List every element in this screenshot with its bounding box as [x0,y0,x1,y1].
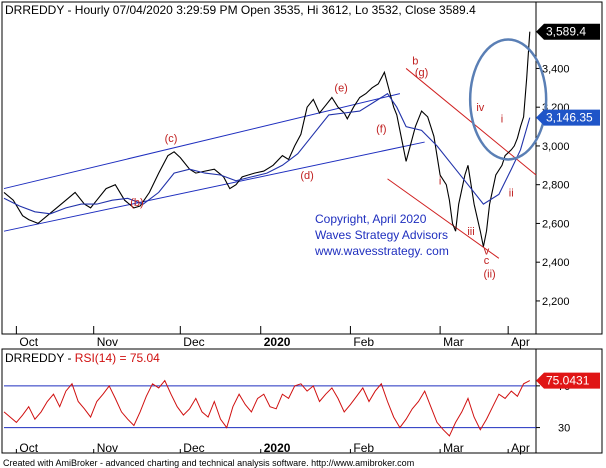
copyright-annotation: www.wavesstrategy. com [314,244,449,258]
wave-label: iii [467,226,474,238]
footer-credit: Created with AmiBroker - advanced charti… [3,458,414,468]
wave-label: (d) [300,170,313,182]
y-tick-label: 3,400 [542,63,570,75]
x-tick-label: Apr [511,335,530,349]
rsi-x-tick-label: Dec [183,441,204,455]
y-tick-label: 2,800 [542,180,570,192]
copyright-annotation: Copyright, April 2020 [315,212,427,226]
price-panel-title: DRREDDY - Hourly 07/04/2020 3:29:59 PM O… [5,3,476,17]
y-tick-label: 2,600 [542,218,570,230]
wave-label: v [484,245,490,257]
x-tick-label: Feb [353,335,374,349]
x-tick-label: 2020 [264,335,291,349]
wave-label: i [501,114,503,126]
rsi-x-tick-label: Apr [511,441,530,455]
y-tick-label: 3,000 [542,141,570,153]
rsi-x-tick-label: Oct [19,441,38,455]
rsi-x-tick-label: Feb [353,441,374,455]
wave-label: (b) [130,197,143,209]
wave-label: (ii) [483,269,495,281]
wave-label: i [439,176,441,188]
rsi-panel [1,348,603,454]
x-tick-label: Oct [19,335,38,349]
rsi-y-tick-label: 30 [558,423,570,435]
copyright-annotation: Waves Strategy Advisors [315,228,448,242]
highlight-ellipse [468,38,548,161]
x-tick-label: Nov [97,335,118,349]
x-tick-label: Mar [443,335,464,349]
wave-label: iv [476,102,484,114]
rsi-series-line [3,379,531,437]
red-channel-upper [405,68,537,176]
price-tag [536,23,600,40]
channel-lower-line [3,141,425,232]
rsi-plot-group: 7030OctNovDec2020FebMarApr75.0431 [3,349,600,455]
wave-label: b [412,56,418,68]
y-tick-label: 2,200 [542,296,570,308]
price-series-line [3,31,531,247]
wave-label: c [484,255,490,267]
wave-label: (e) [334,83,347,95]
price-panel [1,1,603,335]
rsi-value-tag [536,372,600,389]
x-tick-label: Dec [183,335,204,349]
price-tag [536,109,600,126]
channel-upper-line [3,93,401,190]
rsi-panel-title: DRREDDY - RSI(14) = 75.04 [5,351,160,365]
wave-label: (g) [415,67,428,79]
rsi-value-tag-label: 75.0431 [546,374,590,388]
y-tick-label: 2,400 [542,257,570,269]
rsi-x-tick-label: Nov [97,441,118,455]
wave-label: (f) [376,123,386,135]
red-channel-lower [387,178,500,259]
price-tag-label: 3,589.4 [546,25,586,39]
wave-label: ii [509,187,514,199]
price-tag-label: 3,146.35 [546,111,593,125]
rsi-x-tick-label: Mar [443,441,464,455]
moving-average-line [3,92,531,215]
wave-label: (c) [165,133,178,145]
rsi-x-tick-label: 2020 [264,441,291,455]
